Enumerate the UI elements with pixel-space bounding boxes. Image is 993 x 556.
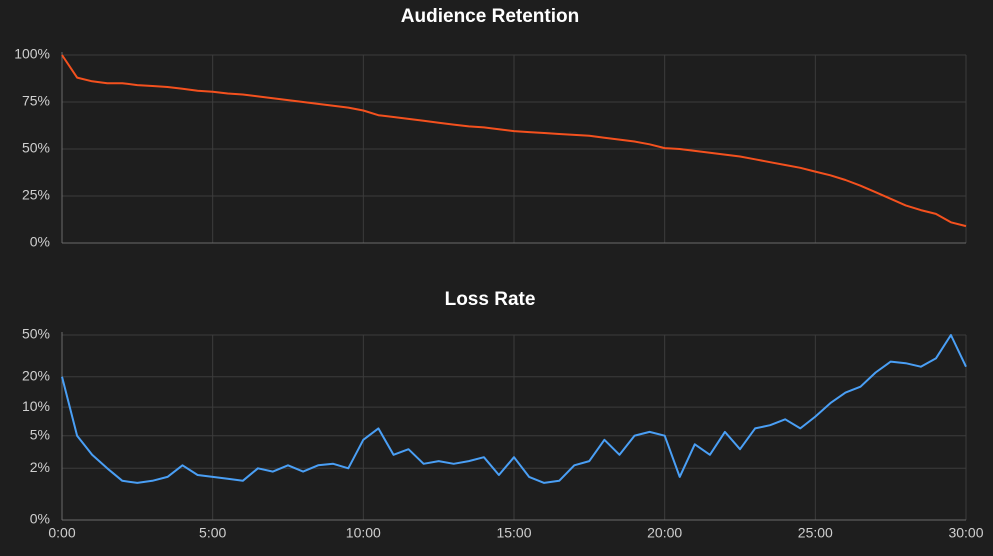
chart-title: Audience Retention bbox=[401, 6, 579, 27]
y-tick-label: 20% bbox=[22, 367, 50, 383]
data-line bbox=[61, 334, 967, 484]
y-tick-label: 0% bbox=[30, 511, 50, 527]
y-tick-label: 75% bbox=[22, 93, 50, 109]
y-tick-label: 10% bbox=[22, 398, 50, 414]
y-tick-label: 2% bbox=[30, 459, 50, 475]
x-tick-label: 30:00 bbox=[948, 525, 983, 541]
y-tick-label: 25% bbox=[22, 187, 50, 203]
y-tick-label: 50% bbox=[22, 140, 50, 156]
y-tick-label: 0% bbox=[30, 234, 50, 250]
y-tick-label: 5% bbox=[30, 426, 50, 442]
y-tick-label: 100% bbox=[14, 46, 50, 62]
chart-title: Loss Rate bbox=[445, 289, 536, 310]
x-tick-label: 0:00 bbox=[48, 525, 75, 541]
data-line bbox=[61, 54, 967, 228]
x-tick-label: 15:00 bbox=[496, 525, 531, 541]
y-tick-label: 50% bbox=[22, 326, 50, 342]
x-tick-label: 20:00 bbox=[647, 525, 682, 541]
x-tick-label: 5:00 bbox=[199, 525, 226, 541]
x-tick-label: 25:00 bbox=[798, 525, 833, 541]
x-tick-label: 10:00 bbox=[346, 525, 381, 541]
